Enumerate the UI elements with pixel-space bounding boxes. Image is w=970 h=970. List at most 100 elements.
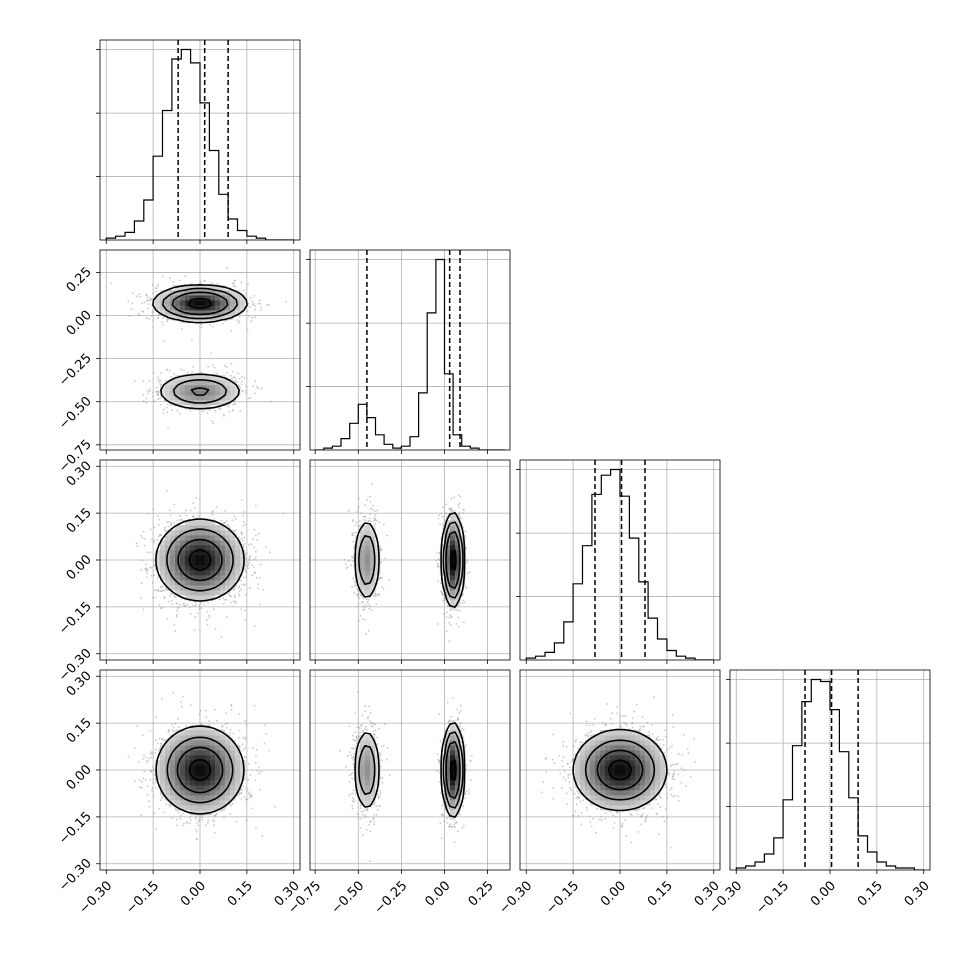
scatter-point: [212, 819, 214, 821]
density-cell: [160, 390, 166, 396]
scatter-point: [449, 623, 452, 626]
density-cell: [455, 555, 461, 561]
density-cell: [200, 545, 206, 551]
density-cell: [230, 575, 236, 581]
scatter-point: [651, 733, 654, 736]
scatter-point: [381, 576, 383, 579]
density-cell: [210, 575, 216, 581]
scatter-point: [442, 612, 445, 615]
density-cell: [660, 760, 666, 766]
scatter-point: [172, 284, 175, 287]
scatter-point: [151, 789, 153, 792]
scatter-point: [364, 728, 366, 730]
density-cell: [635, 800, 641, 806]
scatter-point: [186, 822, 188, 824]
density-cell: [215, 750, 221, 756]
scatter-point: [253, 566, 255, 568]
scatter-point: [145, 317, 148, 320]
density-cell: [155, 765, 161, 771]
scatter-point: [655, 798, 658, 801]
density-cell: [185, 755, 191, 761]
scatter-point: [639, 725, 642, 728]
density-cell: [205, 785, 211, 791]
density-cell: [440, 570, 446, 576]
scatter-point: [248, 586, 251, 589]
density-cell: [205, 540, 211, 546]
density-cell: [445, 585, 451, 591]
density-cell: [365, 785, 371, 791]
density-cell: [215, 580, 221, 586]
density-cell: [230, 290, 236, 296]
scatter-point: [616, 712, 619, 715]
scatter-point: [241, 743, 244, 746]
density-cell: [195, 595, 201, 601]
scatter-point: [171, 817, 174, 819]
density-cell: [445, 805, 451, 811]
density-cell: [215, 305, 221, 311]
scatter-point: [558, 754, 560, 757]
density-cell: [200, 750, 206, 756]
density-cell: [220, 780, 226, 786]
density-cell: [615, 770, 621, 776]
density-cell: [625, 750, 631, 756]
density-cell: [655, 760, 661, 766]
density-cell: [215, 770, 221, 776]
density-cell: [360, 760, 366, 766]
scatter-point: [459, 495, 462, 498]
scatter-point: [379, 792, 382, 795]
scatter-point: [373, 820, 375, 823]
density-cell: [195, 570, 201, 576]
contour-line-3: [354, 512, 466, 608]
y-tick-label: −0.15: [56, 809, 95, 848]
density-cell: [215, 775, 221, 781]
scatter-point: [152, 319, 154, 321]
scatter-point: [207, 821, 209, 824]
scatter-point: [153, 564, 155, 567]
density-cell: [445, 560, 451, 566]
scatter-point: [379, 577, 382, 580]
density-cell: [360, 555, 366, 561]
density-cell: [190, 520, 196, 526]
density-cell: [225, 380, 231, 386]
scatter-point: [232, 600, 235, 602]
scatter-point: [146, 572, 148, 574]
density-cell: [585, 785, 591, 791]
scatter-point: [635, 704, 638, 706]
scatter-point: [153, 559, 156, 561]
density-cell: [185, 785, 191, 791]
density-cell: [585, 770, 591, 776]
density-cell: [210, 385, 216, 391]
scatter-point: [163, 597, 166, 599]
density-cell: [370, 585, 376, 591]
density-cell: [640, 760, 646, 766]
scatter-point: [230, 601, 233, 604]
scatter-point: [230, 377, 233, 380]
density-cell: [195, 405, 201, 411]
density-cell: [185, 550, 191, 556]
density-cell: [225, 295, 231, 301]
scatter-point: [465, 586, 468, 589]
scatter-point: [139, 786, 141, 789]
scatter-point: [383, 523, 385, 526]
scatter-point: [157, 376, 159, 379]
density-cell: [450, 725, 456, 731]
scatter-point: [595, 831, 597, 834]
scatter-point: [163, 739, 166, 742]
scatter-point: [449, 614, 451, 617]
scatter-point: [128, 315, 131, 318]
scatter-point: [351, 772, 354, 775]
scatter-point: [359, 817, 362, 820]
density-cell: [210, 590, 216, 596]
scatter-point: [235, 584, 238, 587]
density-cell: [175, 570, 181, 576]
density-cell: [650, 780, 656, 786]
scatter-point: [165, 803, 168, 805]
density-cell: [445, 790, 451, 796]
density-cell: [625, 735, 631, 741]
scatter-point: [211, 513, 214, 516]
scatter-point: [462, 824, 465, 827]
density-cell: [450, 515, 456, 521]
x-tick-label: 0.15: [225, 878, 256, 909]
scatter-point: [219, 408, 222, 411]
scatter-point: [166, 618, 169, 620]
